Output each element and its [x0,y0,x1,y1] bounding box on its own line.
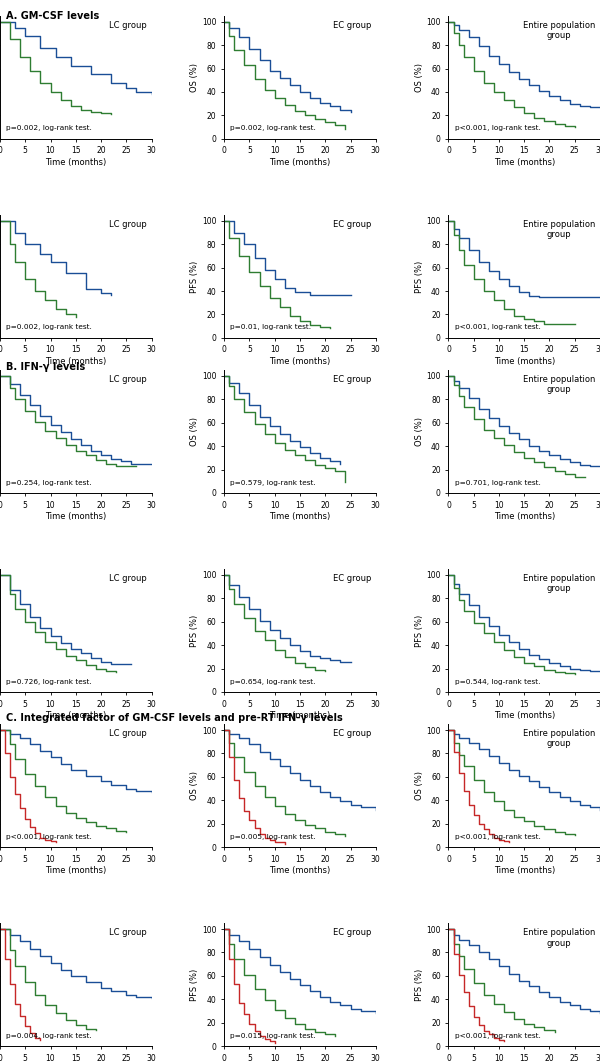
Text: B. IFN-γ levels: B. IFN-γ levels [6,362,85,372]
Text: EC group: EC group [333,573,371,583]
Y-axis label: OS (%): OS (%) [190,63,199,92]
Text: p=0.01, log-rank test.: p=0.01, log-rank test. [230,325,311,330]
Y-axis label: OS (%): OS (%) [190,417,199,446]
Y-axis label: PFS (%): PFS (%) [415,969,424,1000]
Text: p=0.004, log-rank test.: p=0.004, log-rank test. [6,1032,92,1039]
Text: p=0.002, log-rank test.: p=0.002, log-rank test. [6,125,92,132]
X-axis label: Time (months): Time (months) [494,158,555,167]
Text: p<0.001, log-rank test.: p<0.001, log-rank test. [455,834,541,840]
Text: p=0.254, log-rank test.: p=0.254, log-rank test. [6,480,92,485]
Y-axis label: OS (%): OS (%) [415,771,424,800]
X-axis label: Time (months): Time (months) [494,357,555,366]
Text: LC group: LC group [109,928,147,937]
Y-axis label: PFS (%): PFS (%) [190,260,199,292]
X-axis label: Time (months): Time (months) [45,357,106,366]
Text: p=0.654, log-rank test.: p=0.654, log-rank test. [230,679,316,685]
Text: Entire population
group: Entire population group [523,573,595,594]
X-axis label: Time (months): Time (months) [45,158,106,167]
Text: A. GM-CSF levels: A. GM-CSF levels [6,11,99,20]
X-axis label: Time (months): Time (months) [45,867,106,875]
X-axis label: Time (months): Time (months) [269,512,331,521]
Text: p=0.002, log-rank test.: p=0.002, log-rank test. [230,125,316,132]
X-axis label: Time (months): Time (months) [494,512,555,521]
Text: EC group: EC group [333,21,371,30]
Y-axis label: PFS (%): PFS (%) [415,260,424,292]
Text: p=0.579, log-rank test.: p=0.579, log-rank test. [230,480,316,485]
Text: Entire population
group: Entire population group [523,928,595,947]
Y-axis label: OS (%): OS (%) [415,63,424,92]
Text: p=0.701, log-rank test.: p=0.701, log-rank test. [455,480,541,485]
Text: LC group: LC group [109,573,147,583]
Text: LC group: LC group [109,375,147,384]
Y-axis label: OS (%): OS (%) [415,417,424,446]
Text: p=0.544, log-rank test.: p=0.544, log-rank test. [455,679,540,685]
Text: p=0.015, log-rank test.: p=0.015, log-rank test. [230,1032,316,1039]
Y-axis label: PFS (%): PFS (%) [415,615,424,647]
Y-axis label: OS (%): OS (%) [190,771,199,800]
Text: LC group: LC group [109,21,147,30]
Text: EC group: EC group [333,375,371,384]
Text: EC group: EC group [333,730,371,738]
X-axis label: Time (months): Time (months) [494,712,555,720]
X-axis label: Time (months): Time (months) [269,357,331,366]
Text: LC group: LC group [109,220,147,229]
Text: Entire population
group: Entire population group [523,220,595,239]
Text: Entire population
group: Entire population group [523,730,595,749]
Text: EC group: EC group [333,928,371,937]
Y-axis label: PFS (%): PFS (%) [190,969,199,1000]
Text: C. Integrated factor of GM-CSF levels and pre-RT IFN-γ levels: C. Integrated factor of GM-CSF levels an… [6,713,343,722]
Text: Entire population
group: Entire population group [523,21,595,40]
X-axis label: Time (months): Time (months) [45,712,106,720]
Text: p<0.001, log-rank test.: p<0.001, log-rank test. [455,1032,541,1039]
X-axis label: Time (months): Time (months) [269,712,331,720]
Text: p<0.001, log-rank test.: p<0.001, log-rank test. [455,125,541,132]
X-axis label: Time (months): Time (months) [269,158,331,167]
Text: p=0.005, log-rank test.: p=0.005, log-rank test. [230,834,316,840]
Text: p<0.001, log-rank test.: p<0.001, log-rank test. [455,325,541,330]
Text: EC group: EC group [333,220,371,229]
Y-axis label: PFS (%): PFS (%) [190,615,199,647]
X-axis label: Time (months): Time (months) [269,867,331,875]
Text: LC group: LC group [109,730,147,738]
Text: Entire population
group: Entire population group [523,375,595,394]
X-axis label: Time (months): Time (months) [45,512,106,521]
Text: p=0.002, log-rank test.: p=0.002, log-rank test. [6,325,92,330]
X-axis label: Time (months): Time (months) [494,867,555,875]
Text: p=0.726, log-rank test.: p=0.726, log-rank test. [6,679,92,685]
Text: p<0.001, log-rank test.: p<0.001, log-rank test. [6,834,92,840]
